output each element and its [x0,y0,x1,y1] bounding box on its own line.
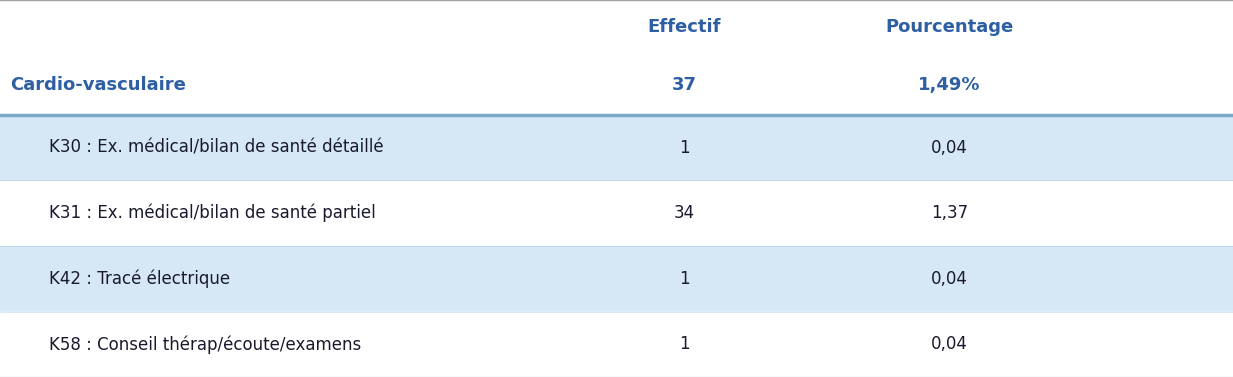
Text: K30 : Ex. médical/bilan de santé détaillé: K30 : Ex. médical/bilan de santé détaill… [49,139,383,157]
Text: 1,37: 1,37 [931,204,968,222]
Text: K58 : Conseil thérap/écoute/examens: K58 : Conseil thérap/écoute/examens [49,335,361,354]
Bar [0,181,1233,246]
Text: 1: 1 [679,270,689,288]
Text: Cardio-vasculaire: Cardio-vasculaire [10,76,186,94]
Bar [0,311,1233,377]
Text: 37: 37 [672,76,697,94]
Text: 1,49%: 1,49% [919,76,980,94]
Text: 1: 1 [679,139,689,157]
Text: K42 : Tracé électrique: K42 : Tracé électrique [49,270,231,288]
Text: 0,04: 0,04 [931,139,968,157]
Text: 0,04: 0,04 [931,335,968,353]
Bar [0,246,1233,311]
Text: Pourcentage: Pourcentage [885,18,1014,37]
Text: K31 : Ex. médical/bilan de santé partiel: K31 : Ex. médical/bilan de santé partiel [49,204,376,222]
Text: 34: 34 [673,204,695,222]
Text: 0,04: 0,04 [931,270,968,288]
Bar [0,115,1233,181]
Text: Effectif: Effectif [647,18,721,37]
Text: 1: 1 [679,335,689,353]
